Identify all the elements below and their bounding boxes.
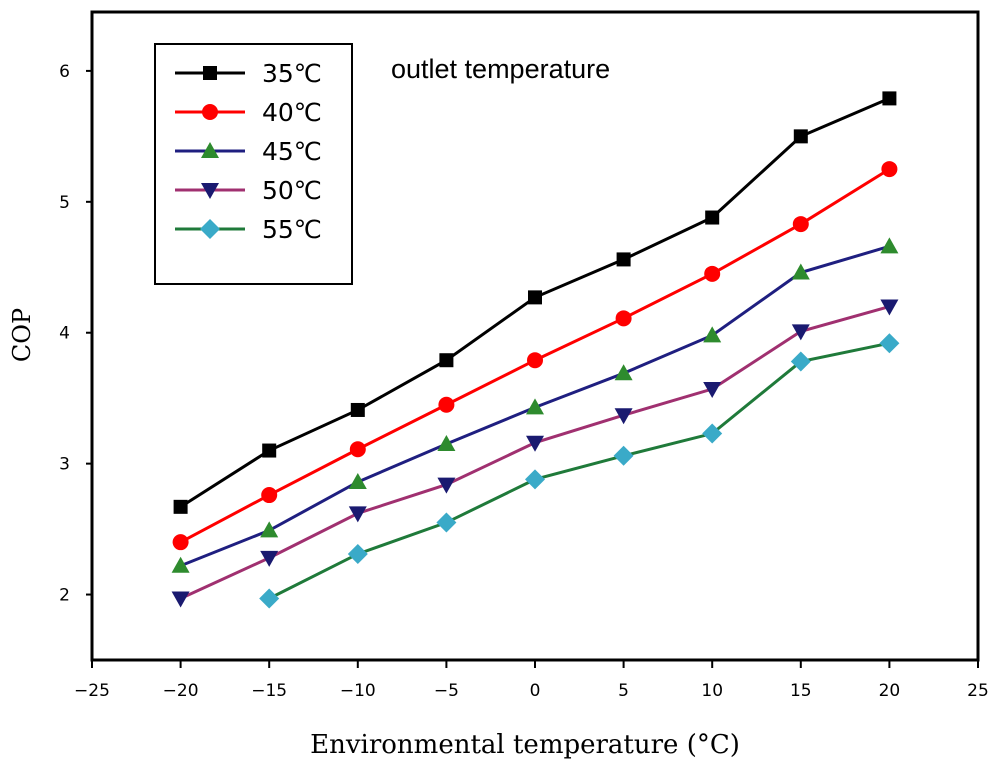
data-point-marker <box>201 183 219 199</box>
y-tick-label: 5 <box>59 193 70 213</box>
legend-entry: 55℃ <box>175 215 322 244</box>
data-point-marker <box>703 382 722 399</box>
data-point-marker <box>349 441 366 458</box>
y-axis-title: COP <box>8 308 36 362</box>
data-point-marker <box>200 219 220 239</box>
data-point-marker <box>881 161 898 178</box>
data-point-marker <box>259 588 280 609</box>
series-line <box>268 341 890 600</box>
data-point-marker <box>791 324 810 341</box>
data-point-marker <box>704 265 721 282</box>
series-35℃ <box>173 91 897 514</box>
data-point-marker <box>525 469 545 490</box>
data-point-marker <box>614 364 633 381</box>
legend-entry: 50℃ <box>175 176 322 205</box>
data-point-marker <box>615 310 632 327</box>
data-point-marker <box>880 299 899 316</box>
data-point-marker <box>347 543 368 564</box>
outlet-temperature-annotation: outlet temperature <box>391 54 610 84</box>
x-tick-label: −10 <box>340 681 376 701</box>
x-axis-ticks: −25 −20 −15 −10 −5 0 5 10 15 20 25 <box>74 660 989 701</box>
data-point-marker <box>527 352 543 369</box>
data-point-marker <box>437 477 456 494</box>
data-point-marker <box>171 591 190 608</box>
x-tick-label: 15 <box>790 681 812 701</box>
y-tick-label: 4 <box>59 324 70 344</box>
data-point-marker <box>616 252 631 267</box>
legend-label: 45℃ <box>262 137 322 166</box>
data-point-marker <box>439 353 454 368</box>
legend-label: 50℃ <box>262 176 322 205</box>
x-tick-label: 0 <box>530 681 541 701</box>
y-tick-label: 3 <box>59 455 70 475</box>
data-point-marker <box>614 408 633 425</box>
data-point-marker <box>791 263 810 280</box>
data-point-marker <box>526 398 544 415</box>
legend-label: 35℃ <box>262 59 322 88</box>
data-point-marker <box>613 445 634 466</box>
legend-box <box>154 43 353 285</box>
series-layer <box>171 91 900 609</box>
data-point-marker <box>203 66 217 80</box>
data-point-marker <box>260 521 279 538</box>
y-tick-label: 2 <box>59 586 70 606</box>
series-55℃ <box>259 333 900 609</box>
series-50℃ <box>171 299 899 608</box>
series-45℃ <box>171 237 899 573</box>
legend-entry: 45℃ <box>175 137 322 166</box>
data-point-marker <box>793 129 808 144</box>
x-tick-label: −15 <box>251 681 287 701</box>
data-point-marker <box>172 534 189 551</box>
data-point-marker <box>348 506 367 523</box>
x-axis-title: Environmental temperature (°C) <box>310 730 740 760</box>
data-point-marker <box>348 472 367 489</box>
data-point-marker <box>350 402 365 417</box>
series-line <box>179 305 890 600</box>
data-point-marker <box>201 142 219 158</box>
x-tick-label: 10 <box>701 681 723 701</box>
data-point-marker <box>262 443 277 458</box>
x-tick-label: 5 <box>618 681 629 701</box>
y-axis-ticks: 2 3 4 5 6 <box>59 62 92 606</box>
data-point-marker <box>880 237 899 254</box>
data-point-marker <box>528 290 542 305</box>
data-point-marker <box>790 351 811 372</box>
data-point-marker <box>261 487 278 504</box>
data-point-marker <box>437 435 456 451</box>
data-point-marker <box>703 326 722 343</box>
data-point-marker <box>202 104 218 120</box>
data-point-marker <box>171 556 190 573</box>
y-tick-label: 6 <box>59 62 70 82</box>
data-point-marker <box>702 423 723 444</box>
data-point-marker <box>436 512 457 533</box>
series-40℃ <box>172 161 898 551</box>
data-point-marker <box>173 499 188 514</box>
x-tick-label: 20 <box>879 681 901 701</box>
legend-label: 55℃ <box>262 215 322 244</box>
x-tick-label: −5 <box>434 681 459 701</box>
data-point-marker <box>882 91 897 106</box>
data-point-marker <box>438 396 455 413</box>
data-point-marker <box>879 333 900 354</box>
legend-entry: 35℃ <box>175 59 322 88</box>
data-point-marker <box>526 435 544 452</box>
legend-label: 40℃ <box>262 98 322 127</box>
x-tick-label: −20 <box>163 681 199 701</box>
data-point-marker <box>792 216 809 233</box>
legend-entry: 40℃ <box>175 98 322 127</box>
data-point-marker <box>260 550 279 567</box>
legend: 35℃ 40℃ 45℃ 50℃ 55℃ <box>175 59 322 244</box>
x-tick-label: 25 <box>967 681 989 701</box>
x-tick-label: −25 <box>74 681 110 701</box>
data-point-marker <box>705 210 720 225</box>
